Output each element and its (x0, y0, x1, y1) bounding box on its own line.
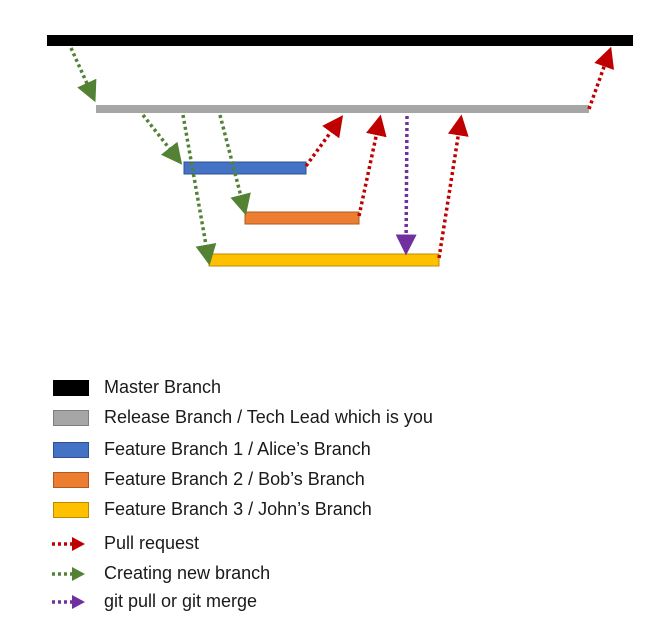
feature-branch-1-bar (183, 161, 307, 175)
branching-diagram (47, 35, 633, 267)
legend-feature3: Feature Branch 3 / John’s Branch (53, 499, 372, 520)
git-pull-arrow-icon (52, 594, 85, 609)
feature3-swatch (53, 501, 89, 518)
legend-new-branch-label: Creating new branch (104, 563, 271, 583)
git-pull-arrow-release-to-feature3 (395, 115, 417, 256)
new-branch-arrow-release-to-feature3 (181, 114, 217, 266)
legend-master: Master Branch (53, 377, 221, 398)
feature-branch-2-bar (244, 211, 360, 225)
legend-git-pull-label: git pull or git merge (104, 591, 258, 611)
legend-pull-request-label: Pull request (104, 533, 200, 553)
legend-release: Release Branch / Tech Lead which is you (53, 407, 433, 428)
legend-new-branch: Creating new branch (50, 563, 270, 584)
legend-pull-request: Pull request (50, 533, 199, 554)
legend-git-pull: git pull or git merge (50, 591, 257, 612)
pull-request-arrow-release-to-master (587, 46, 615, 110)
master-branch-bar (47, 35, 633, 46)
master-swatch (53, 379, 89, 396)
legend-feature3-label: Feature Branch 3 / John’s Branch (104, 499, 372, 519)
legend-master-label: Master Branch (104, 377, 222, 397)
pull-request-arrow-feature2-to-release (357, 114, 387, 217)
new-branch-arrow-icon (52, 566, 85, 581)
legend-feature1: Feature Branch 1 / Alice’s Branch (53, 439, 371, 460)
feature1-swatch (53, 441, 89, 458)
pull-request-arrow-icon (52, 536, 85, 551)
release-swatch (53, 409, 89, 426)
release-branch-bar (96, 105, 589, 113)
new-branch-arrow-master-to-release (69, 47, 97, 103)
new-branch-arrow-release-to-feature2 (218, 114, 251, 216)
feature2-swatch (53, 471, 89, 488)
pull-request-arrow-feature3-to-release (437, 114, 469, 259)
pull-request-arrow-feature1-to-release (304, 115, 344, 168)
new-branch-arrow-release-to-feature1 (141, 113, 183, 165)
legend-feature1-label: Feature Branch 1 / Alice’s Branch (104, 439, 371, 459)
legend-feature2-label: Feature Branch 2 / Bob’s Branch (104, 469, 365, 489)
legend-feature2: Feature Branch 2 / Bob’s Branch (53, 469, 365, 490)
legend-release-label: Release Branch / Tech Lead which is you (104, 407, 433, 427)
feature-branch-3-bar (208, 253, 440, 267)
